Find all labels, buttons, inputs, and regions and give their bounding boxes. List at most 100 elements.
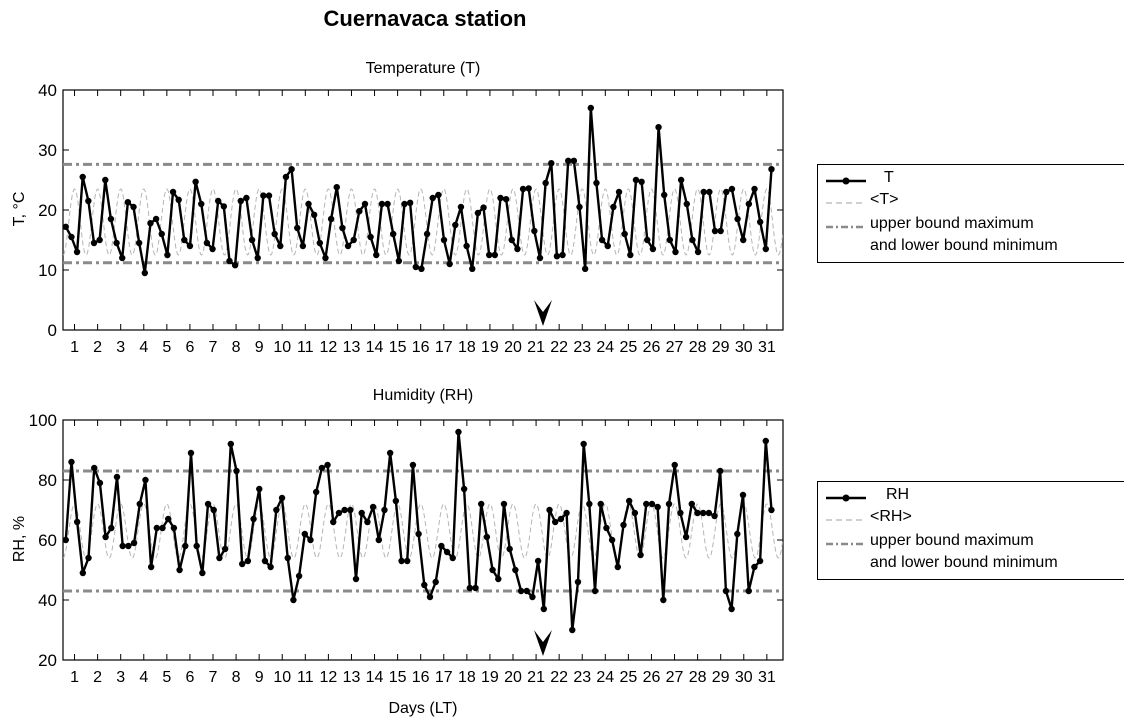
humidity-y-tick-label: 60	[38, 531, 57, 550]
temperature-x-tick-label: 24	[596, 339, 614, 356]
humidity-x-tick-label: 25	[619, 669, 637, 686]
temperature-data-point	[762, 245, 770, 253]
humidity-x-tick-label: 17	[435, 669, 453, 686]
humidity-data-point	[438, 542, 445, 550]
humidity-data-point	[483, 533, 491, 541]
temperature-data-point	[406, 199, 414, 206]
temperature-data-point	[469, 265, 476, 272]
temperature-data-point	[327, 215, 335, 223]
humidity-data-point	[221, 545, 229, 553]
humidity-data-point	[358, 509, 365, 517]
temperature-data-point	[740, 236, 747, 244]
temperature-x-tick-label: 26	[643, 339, 661, 356]
temperature-data-point	[135, 239, 143, 247]
temperature-data-point	[305, 200, 312, 208]
temperature-data-point	[508, 236, 515, 244]
temperature-data-point	[756, 218, 764, 226]
humidity-data-point	[62, 536, 69, 544]
temperature-data-point	[113, 239, 120, 247]
temperature-data-point	[559, 251, 566, 259]
temperature-data-point	[711, 227, 719, 235]
temperature-data-point	[694, 248, 702, 256]
temperature-data-point	[423, 230, 431, 238]
temperature-data-point	[73, 248, 81, 256]
humidity-data-point	[478, 500, 485, 508]
temperature-data-point	[243, 194, 250, 202]
temperature-data-point	[361, 200, 369, 208]
temperature-data-point	[627, 251, 634, 259]
humidity-data-point	[472, 584, 479, 592]
temperature-legend: T <T> upper bound maximum and lower boun…	[817, 164, 1124, 263]
humidity-data-point	[506, 545, 513, 553]
humidity-data-point	[625, 497, 633, 505]
humidity-x-tick-label: 19	[481, 669, 499, 686]
temperature-data-point	[525, 185, 532, 192]
temperature-data-point	[384, 200, 391, 208]
humidity-data-point	[324, 461, 331, 469]
humidity-arrow-marker-icon	[534, 630, 552, 656]
humidity-data-point	[557, 515, 565, 523]
x-axis-label: Days (LT)	[388, 700, 458, 717]
humidity-data-point	[546, 506, 553, 514]
humidity-x-tick-label: 31	[758, 669, 776, 686]
humidity-data-point	[580, 440, 587, 448]
temperature-data-point	[457, 203, 465, 211]
humidity-data-point	[523, 587, 530, 595]
temperature-x-tick-label: 4	[139, 339, 148, 356]
humidity-data-point	[756, 557, 764, 565]
humidity-data-point	[711, 512, 718, 520]
humidity-data-point	[187, 449, 195, 457]
temperature-data-point	[677, 176, 685, 184]
temperature-data-point	[435, 191, 442, 199]
temperature-data-point	[147, 220, 154, 227]
humidity-data-point	[73, 518, 81, 526]
humidity-x-tick-label: 22	[550, 669, 568, 686]
humidity-data-point	[233, 467, 240, 475]
humidity-data-point	[347, 506, 354, 514]
temperature-data-point	[378, 200, 386, 208]
humidity-x-tick-label: 12	[319, 669, 337, 686]
humidity-x-tick-label: 10	[273, 669, 291, 686]
temperature-x-tick-label: 20	[504, 339, 522, 356]
temperature-data-point	[294, 224, 301, 232]
temperature-data-point	[621, 230, 628, 238]
humidity-data-point	[682, 533, 690, 541]
temperature-x-tick-label: 2	[93, 339, 102, 356]
humidity-data-point	[455, 428, 462, 436]
humidity-data-point	[415, 530, 422, 538]
humidity-x-tick-label: 9	[255, 669, 264, 686]
legend-dashed-line-icon	[826, 202, 866, 204]
temperature-data-point	[548, 160, 555, 167]
humidity-data-point	[443, 548, 451, 556]
temperature-data-point	[666, 236, 674, 244]
humidity-data-point	[170, 524, 178, 532]
temperature-data-point	[723, 188, 730, 196]
humidity-panel-title: Humidity (RH)	[372, 387, 474, 404]
humidity-x-tick-label: 16	[412, 669, 430, 686]
temperature-y-tick-label: 40	[38, 81, 57, 100]
humidity-data-point	[620, 521, 627, 529]
temperature-data-point	[649, 245, 657, 253]
temperature-panel-title: Temperature (T)	[365, 60, 481, 77]
temperature-data-point	[299, 242, 307, 250]
humidity-x-tick-label: 27	[666, 669, 684, 686]
temperature-x-tick-label: 8	[232, 339, 241, 356]
humidity-data-point	[386, 449, 394, 457]
temperature-data-point	[480, 204, 487, 211]
humidity-data-point	[517, 587, 525, 595]
temperature-data-point	[203, 239, 211, 247]
legend-solid-marker-line-icon	[826, 177, 866, 185]
humidity-x-tick-label: 20	[504, 669, 522, 686]
temperature-data-point	[254, 254, 261, 262]
humidity-data-point	[552, 518, 559, 526]
temperature-x-tick-label: 19	[481, 339, 499, 356]
humidity-x-tick-label: 26	[643, 669, 661, 686]
humidity-data-point	[256, 485, 263, 493]
temperature-data-point	[440, 236, 448, 244]
temperature-data-point	[689, 236, 696, 244]
humidity-data-point	[278, 494, 286, 502]
temperature-data-point	[214, 197, 222, 205]
temperature-x-tick-label: 12	[319, 339, 337, 356]
humidity-data-point	[165, 515, 172, 523]
temperature-x-tick-label: 1	[70, 339, 79, 356]
